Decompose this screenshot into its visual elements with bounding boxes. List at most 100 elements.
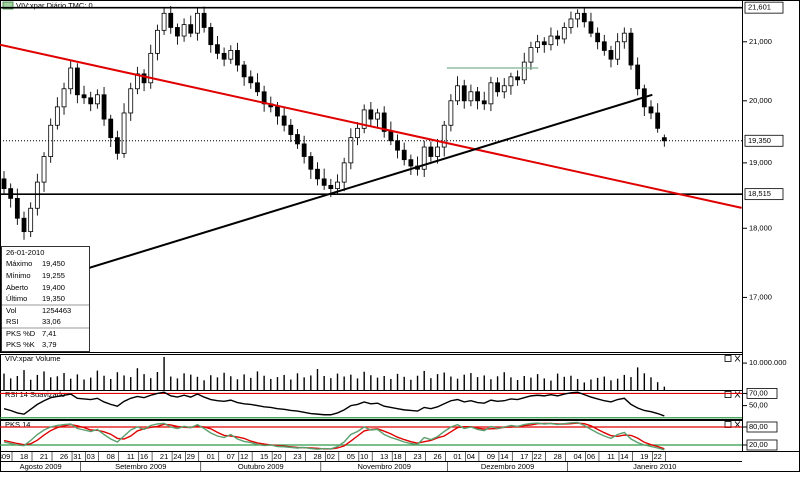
candle-body xyxy=(595,32,601,43)
x-tick-label: 13 xyxy=(380,452,388,461)
x-tick-label: 10 xyxy=(360,452,368,461)
month-label: Novembro 2009 xyxy=(358,462,411,471)
candle-body xyxy=(208,27,214,46)
candle-body xyxy=(295,134,300,145)
info-date: 26-01-2010 xyxy=(6,248,44,257)
candle-body xyxy=(521,61,527,81)
candle-body xyxy=(408,159,414,167)
candle-body xyxy=(94,94,100,105)
x-tick-label: 309 xyxy=(0,452,10,461)
x-tick-label: 22 xyxy=(653,452,661,461)
y-tick-box xyxy=(746,439,778,451)
candle-body xyxy=(1,178,7,189)
x-tick-label: 14 xyxy=(620,452,628,461)
x-tick-label: 28 xyxy=(553,452,561,461)
candle-body xyxy=(555,35,561,40)
month-label: Dezembro 2009 xyxy=(481,462,534,471)
x-tick-label: 01 xyxy=(453,452,461,461)
candle-body xyxy=(54,106,60,126)
candle-body xyxy=(101,94,107,120)
close-button[interactable] xyxy=(734,391,741,398)
candle-body xyxy=(281,115,287,126)
candle-body xyxy=(541,41,547,46)
candle-body xyxy=(215,44,220,54)
y-tick-label: 20,000 xyxy=(749,96,772,105)
candle-body xyxy=(34,181,40,209)
candle-body xyxy=(114,137,120,154)
info-value: 19,450 xyxy=(42,259,65,268)
x-tick-label: 26 xyxy=(433,452,441,461)
y-tick-label: 80,00 xyxy=(749,422,768,431)
candle-body xyxy=(321,178,327,186)
candle-body xyxy=(661,137,667,142)
info-label: Máximo xyxy=(6,259,32,268)
candle-body xyxy=(128,88,134,114)
candle-body xyxy=(468,91,474,102)
candle-body xyxy=(161,12,167,31)
close-button[interactable] xyxy=(734,355,741,362)
x-tick-label: 22 xyxy=(533,452,541,461)
candle-body xyxy=(601,41,607,51)
x-tick-label: 07 xyxy=(227,452,235,461)
x-tick-label: 11 xyxy=(127,452,135,461)
x-tick-label: 21 xyxy=(160,452,168,461)
month-label: Agosto 2009 xyxy=(20,462,62,471)
x-tick-label: 04 xyxy=(573,452,581,461)
indicator-line xyxy=(3,391,665,417)
maximize-button[interactable] xyxy=(724,355,732,362)
candle-body xyxy=(628,32,634,66)
candle-body xyxy=(421,146,427,170)
candle-body xyxy=(255,82,260,93)
candle-body xyxy=(488,82,494,105)
month-label: Janeiro 2010 xyxy=(633,462,676,471)
candle-body xyxy=(308,156,314,170)
candle-body xyxy=(228,50,234,60)
candle-body xyxy=(655,112,661,129)
candle-body xyxy=(361,109,367,129)
info-label: Último xyxy=(6,294,27,303)
candle-body xyxy=(515,76,520,81)
maximize-button[interactable] xyxy=(724,391,732,398)
candle-body xyxy=(188,24,194,34)
x-tick-label: 23 xyxy=(293,452,301,461)
candle-body xyxy=(68,67,74,90)
level-label: 18,515 xyxy=(748,189,771,198)
candle-body xyxy=(201,12,207,28)
candle-body xyxy=(315,168,320,180)
x-tick-label: 11 xyxy=(607,452,615,461)
y-tick-label: 21,000 xyxy=(749,37,772,46)
candle-body xyxy=(495,82,500,93)
candle-body xyxy=(155,29,160,54)
candle-body xyxy=(328,184,334,189)
candle-body xyxy=(548,35,554,46)
candle-body xyxy=(575,12,581,20)
candle-body xyxy=(455,85,460,102)
candle-body xyxy=(21,217,27,233)
candle-body xyxy=(241,64,247,78)
candle-body xyxy=(235,50,240,66)
candle-body xyxy=(335,181,340,189)
candle-body xyxy=(375,112,380,120)
info-label: Mínimo xyxy=(6,271,31,280)
level-box xyxy=(744,1,784,14)
x-tick-label: 02 xyxy=(327,452,335,461)
level-box xyxy=(744,188,784,201)
info-value: 1254463 xyxy=(42,306,71,315)
x-tick-label: 15 xyxy=(260,452,268,461)
indicator-line xyxy=(3,421,665,451)
candle-body xyxy=(481,100,487,105)
x-tick-label: 05 xyxy=(347,452,355,461)
x-tick-label: 18 xyxy=(393,452,401,461)
candle-body xyxy=(535,41,540,48)
candles xyxy=(1,6,667,240)
x-tick-label: 17 xyxy=(520,452,528,461)
y-tick-label: 50,00 xyxy=(749,401,768,410)
candle-body xyxy=(428,146,434,157)
candle-body xyxy=(561,27,567,40)
candle-body xyxy=(475,91,480,102)
y-tick-label: 17,000 xyxy=(749,292,772,301)
level-label: 19,350 xyxy=(748,136,771,145)
info-frame xyxy=(1,246,90,352)
